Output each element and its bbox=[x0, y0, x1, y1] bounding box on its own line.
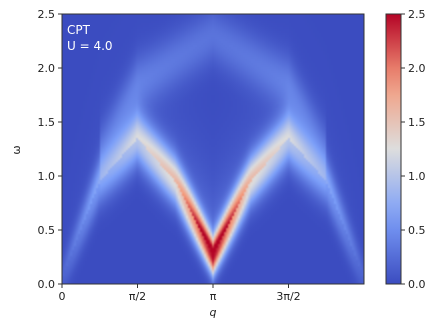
y-tick-label: 0.5 bbox=[38, 224, 56, 237]
colorbar-tick-label: 0.0 bbox=[408, 278, 426, 291]
colorbar-tick-label: 2.5 bbox=[408, 8, 426, 21]
y-tick-label: 0.0 bbox=[38, 278, 56, 291]
colorbar-ticks: 0.0 0.5 1.0 1.5 2.0 2.5 bbox=[401, 8, 426, 291]
y-tick-label: 1.0 bbox=[38, 170, 56, 183]
y-axis-label: ω bbox=[10, 145, 23, 154]
colorbar-tick-label: 1.0 bbox=[408, 170, 426, 183]
colorbar-tick-label: 0.5 bbox=[408, 224, 426, 237]
x-tick-label: π/2 bbox=[129, 290, 146, 303]
annotation-u-value: U = 4.0 bbox=[67, 39, 113, 53]
x-axis-label: q bbox=[210, 306, 217, 319]
x-axis-ticks: 0 π/2 π 3π/2 bbox=[59, 284, 301, 303]
x-tick-label: 0 bbox=[59, 290, 66, 303]
x-tick-label: 3π/2 bbox=[276, 290, 300, 303]
x-tick-label: π bbox=[210, 290, 217, 303]
y-tick-label: 2.0 bbox=[38, 62, 56, 75]
colorbar-tick-label: 2.0 bbox=[408, 62, 426, 75]
heatmap-image bbox=[62, 14, 364, 284]
annotation-method: CPT bbox=[67, 23, 91, 37]
y-tick-label: 1.5 bbox=[38, 116, 56, 129]
colorbar bbox=[385, 13, 402, 285]
colorbar-tick-label: 1.5 bbox=[408, 116, 426, 129]
y-axis-ticks: 0.0 0.5 1.0 1.5 2.0 2.5 bbox=[38, 8, 62, 291]
y-tick-label: 2.5 bbox=[38, 8, 56, 21]
